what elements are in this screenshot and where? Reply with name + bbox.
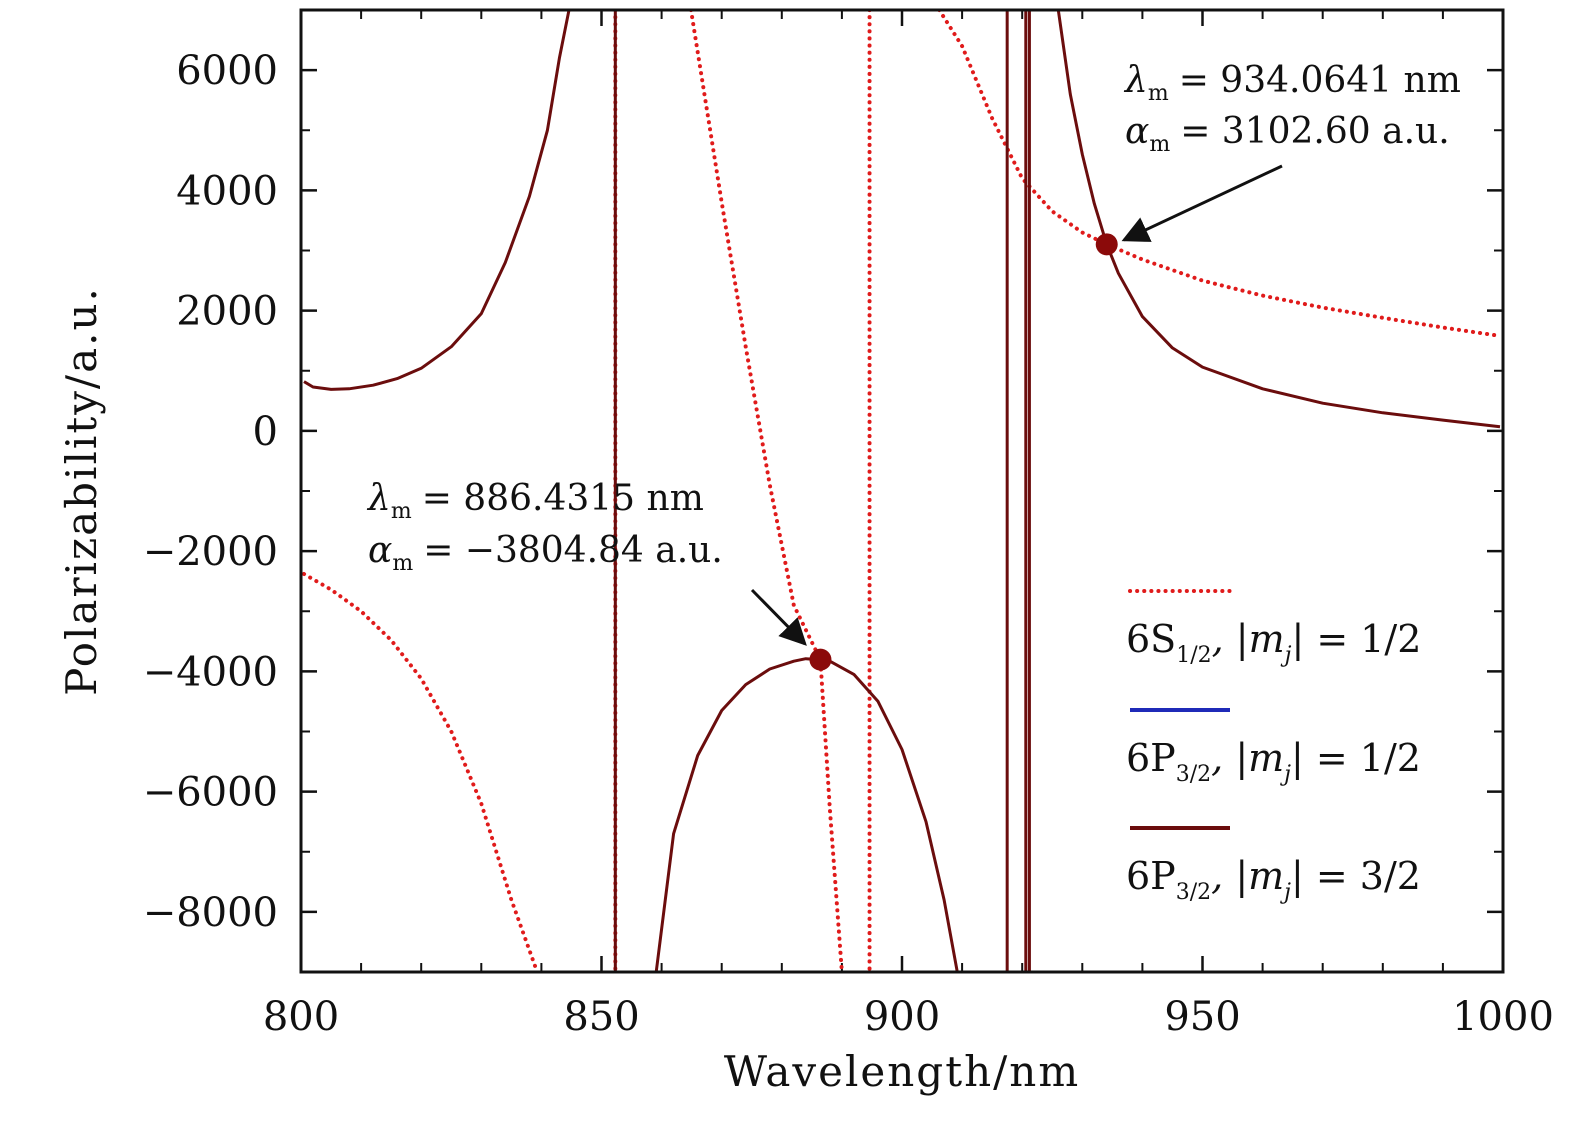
- annotation-alpha-886: αm = −3804.84 a.u.: [368, 530, 723, 576]
- y-tick-label: −4000: [143, 649, 278, 695]
- x-tick-label: 950: [1164, 994, 1240, 1040]
- annotation-alpha-934: αm = 3102.60 a.u.: [1125, 111, 1450, 157]
- annotation-arrow-886: [750, 588, 807, 646]
- plot-markers: [809, 233, 1118, 671]
- y-tick-label: −2000: [143, 529, 278, 575]
- annotation-lambda-symbol: λ: [366, 478, 391, 519]
- annotation-arrow-934: [1121, 164, 1283, 242]
- x-tick-label: 850: [563, 994, 639, 1040]
- series-curve-2: [303, 10, 571, 391]
- annotation-lambda-886: λm = 886.4315 nm: [366, 478, 704, 524]
- series-curve-0: [937, 10, 1502, 338]
- plot-frame: [299, 8, 1505, 974]
- y-tick-label: 0: [253, 409, 278, 455]
- series-curve-2: [1056, 10, 1501, 429]
- series-curve-2: [654, 657, 959, 972]
- series-curve-0: [689, 10, 844, 972]
- y-tick-label: −6000: [143, 770, 278, 816]
- annotation-lambda-value: = 886.4315 nm: [422, 478, 704, 519]
- y-tick-label: 4000: [176, 168, 278, 214]
- legend-state-subscript: 1/2: [1176, 643, 1211, 668]
- legend-label-6p32-mj12: 6P3/2, |mj| = 1/2: [1126, 736, 1421, 787]
- annotation-crossing-934: λm = 934.0641 nm αm = 3102.60 a.u.: [1121, 60, 1461, 242]
- legend-value: | = 1/2: [1291, 617, 1421, 661]
- y-tick-label: 2000: [176, 289, 278, 335]
- annotation-alpha-value: = 3102.60 a.u.: [1180, 111, 1449, 152]
- annotation-lambda-symbol: λ: [1123, 60, 1148, 101]
- annotation-min-886: λm = 886.4315 nm αm = −3804.84 a.u.: [366, 478, 807, 646]
- legend: 6S1/2, |mj| = 1/2 6P3/2, |mj| = 1/2 6P3/…: [1126, 589, 1421, 905]
- y-axis-title: Polarizability/a.u.: [57, 286, 106, 696]
- legend-state-subscript: 3/2: [1176, 762, 1211, 787]
- series-curve-0: [302, 572, 540, 972]
- legend-value: | = 1/2: [1291, 736, 1421, 780]
- legend-mj: , |m: [1211, 736, 1284, 780]
- annotation-lambda-934: λm = 934.0641 nm: [1123, 60, 1461, 106]
- legend-label-6p32-mj32: 6P3/2, |mj| = 3/2: [1126, 854, 1421, 905]
- legend-state: 6P: [1126, 854, 1176, 898]
- annotation-lambda-value: = 934.0641 nm: [1179, 60, 1461, 101]
- annotation-lambda-subscript: m: [1148, 81, 1169, 106]
- legend-state-subscript: 3/2: [1176, 880, 1211, 905]
- legend-state: 6P: [1126, 736, 1176, 780]
- legend-state: 6S: [1126, 617, 1176, 661]
- legend-value: | = 3/2: [1291, 854, 1421, 898]
- intersection-marker: [809, 648, 832, 671]
- legend-mj: , |m: [1211, 854, 1284, 898]
- legend-label-6s12: 6S1/2, |mj| = 1/2: [1126, 617, 1421, 668]
- axis-ticks: 800 850 900 950 1000 6000 4000 2000 0 −2000 −4000 −…: [143, 9, 1554, 1040]
- annotation-alpha-symbol: α: [368, 530, 392, 571]
- x-tick-label: 900: [864, 994, 940, 1040]
- annotation-lambda-subscript: m: [391, 499, 412, 524]
- annotation-alpha-subscript: m: [1149, 132, 1170, 157]
- annotation-alpha-subscript: m: [392, 551, 413, 576]
- y-tick-label: 6000: [176, 48, 278, 94]
- x-tick-label: 800: [263, 994, 339, 1040]
- legend-mj: , |m: [1212, 617, 1285, 661]
- intersection-marker: [1095, 233, 1118, 256]
- annotation-alpha-value: = −3804.84 a.u.: [423, 530, 723, 571]
- x-tick-label: 1000: [1452, 994, 1554, 1040]
- y-tick-label: −8000: [143, 890, 278, 936]
- annotation-alpha-symbol: α: [1125, 111, 1149, 152]
- x-axis-title: Wavelength/nm: [724, 1047, 1080, 1096]
